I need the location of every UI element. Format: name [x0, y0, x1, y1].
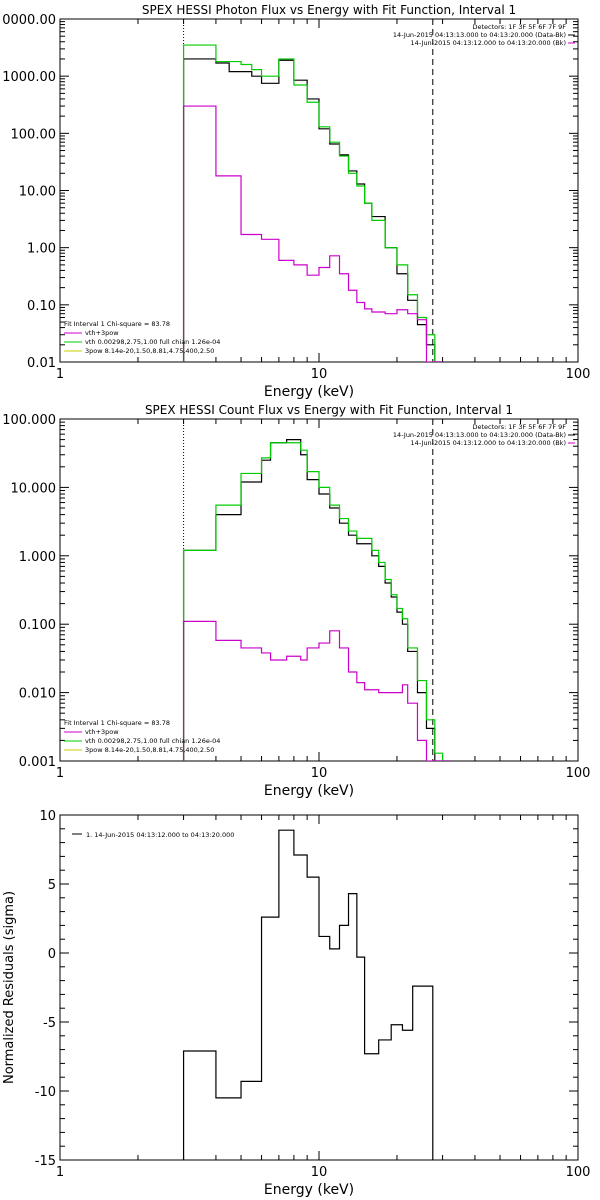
x-axis-label: Energy (keV) [264, 384, 354, 400]
x-tick-label: 1 [56, 1165, 64, 1180]
series-2-line [182, 44, 443, 362]
chart-panel-2: SPEX HESSI Count Flux vs Energy with Fit… [2, 403, 590, 799]
fit-legend-entry: Fit Interval 1 Chi-square = 83.78 [64, 719, 170, 727]
fit-legend-entry: vth 0.00298,2.75,1.00 full chian 1.26e-0… [85, 338, 220, 346]
y-tick-label: 5 [48, 878, 56, 893]
legend-header-line: 14-Jun-2015 04:13:13.000 to 04:13:20.000… [393, 431, 566, 439]
plot-frame [59, 814, 579, 1161]
y-tick-label: 1.00 [27, 242, 56, 257]
fit-legend-entry: 3pow 8.14e-20,1.50,8.81,4.75,400,2.50 [85, 347, 214, 355]
series-2-line [182, 442, 450, 761]
y-tick-label: 0.100 [19, 618, 56, 633]
chart-title: SPEX HESSI Photon Flux vs Energy with Fi… [142, 3, 516, 17]
y-tick-label: 0 [48, 947, 56, 962]
y-tick-label: 0.010 [19, 687, 56, 702]
x-axis-label: Energy (keV) [264, 783, 354, 799]
fit-legend-entry: Fit Interval 1 Chi-square = 83.78 [64, 320, 170, 328]
y-tick-label: 100.00 [11, 127, 57, 142]
x-tick-label: 1 [56, 367, 64, 382]
plot-frame [59, 418, 579, 762]
x-tick-label: 100 [566, 1165, 591, 1180]
x-tick-label: 10 [311, 367, 328, 382]
legend-header-line: 14-Jun-2015 04:13:13.000 to 04:13:20.000… [393, 31, 566, 39]
fit-legend-entry: vth+3pow [85, 329, 119, 337]
y-tick-label: 1000.00 [2, 70, 56, 85]
y-tick-label: -10 [35, 1085, 56, 1100]
x-axis-label: Energy (keV) [264, 1182, 354, 1198]
x-tick-label: 10 [311, 766, 328, 781]
fit-legend-entry: vth 0.00298,2.75,1.00 full chian 1.26e-0… [85, 737, 220, 745]
x-tick-label: 1 [56, 766, 64, 781]
legend-header-line: 14-Jun-2015 04:13:12.000 to 04:13:20.000… [411, 439, 566, 447]
x-tick-label: 100 [566, 766, 591, 781]
y-tick-label: -15 [35, 1154, 56, 1169]
y-tick-label: 10 [39, 809, 56, 824]
y-tick-label: 0.10 [27, 299, 56, 314]
legend-header-line: Detectors: 1F 3F 5F 6F 7F 9F [472, 23, 566, 31]
y-tick-label: 100.000 [2, 413, 56, 428]
series-1-line [182, 829, 434, 1160]
x-tick-label: 10 [311, 1165, 328, 1180]
chart-panel-1: SPEX HESSI Photon Flux vs Energy with Fi… [2, 3, 590, 400]
y-tick-label: 0.001 [19, 755, 56, 770]
y-tick-label: -5 [43, 1016, 56, 1031]
plot-frame [59, 18, 579, 363]
series-3-line [182, 620, 450, 761]
fit-legend-entry: vth+3pow [85, 728, 119, 736]
chart-panel-3: 1 10 100 Energy (keV) -15 -10 -5 0 5 10 Normalized… [2, 809, 590, 1198]
fit-legend-entry: 3pow 8.14e-20,1.50,8.81,4.75,400,2.50 [85, 746, 214, 754]
y-tick-label: 0000.00 [2, 13, 56, 28]
legend-header-line: Detectors: 1F 3F 5F 6F 7F 9F [472, 423, 566, 431]
y-tick-label: 10.00 [19, 185, 56, 200]
x-tick-label: 100 [566, 367, 591, 382]
y-axis-label: Normalized Residuals (sigma) [2, 891, 17, 1084]
y-tick-label: 0.01 [27, 356, 56, 371]
y-tick-label: 1.000 [19, 550, 56, 565]
legend-header-line: 14-Jun-2015 04:13:12.000 to 04:13:20.000… [411, 39, 566, 47]
series-1-line [182, 438, 450, 761]
series-3-line [182, 105, 443, 362]
y-tick-label: 10.000 [11, 481, 57, 496]
series-legend-entry: 1. 14-Jun-2015 04:13:12.000 to 04:13:20.… [86, 831, 234, 839]
chart-title: SPEX HESSI Count Flux vs Energy with Fit… [145, 403, 513, 417]
series-1-line [182, 58, 443, 362]
